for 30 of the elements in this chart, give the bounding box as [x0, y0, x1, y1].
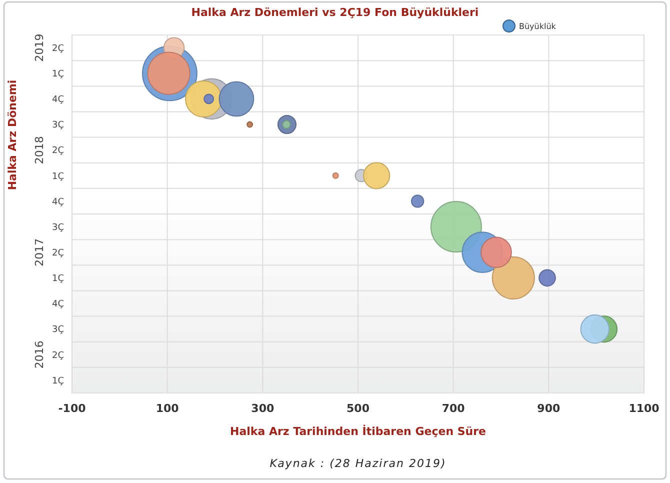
- y-tick-label: 3Ç: [52, 120, 64, 131]
- y-tick-label: 4Ç: [52, 95, 64, 106]
- y-axis-title: Halka Arz Dönemi: [6, 80, 19, 190]
- chart-title: Halka Arz Dönemleri vs 2Ç19 Fon Büyüklükleri: [191, 6, 479, 19]
- y-tick-label: 2Ç: [52, 146, 64, 156]
- y-tick-label: 3Ç: [52, 325, 64, 336]
- y2-tick-label: 2019: [32, 34, 46, 62]
- x-tick-label: 1100: [628, 402, 660, 415]
- x-tick-label: 900: [537, 402, 560, 415]
- text: Büyüklük: [519, 22, 556, 31]
- y-tick-label: 1Ç: [52, 172, 64, 182]
- y-tick-label: 4Ç: [52, 300, 64, 310]
- y2-tick-label: 2018: [32, 136, 46, 164]
- y2-tick-label: 2017: [32, 238, 46, 266]
- y-tick-label: 4Ç: [52, 197, 64, 208]
- x-tick-label: 500: [346, 402, 370, 415]
- x-tick-label: 100: [156, 402, 180, 415]
- y-tick-label: 3Ç: [52, 222, 64, 233]
- x-axis-title: Halka Arz Tarihinden İtibaren Geçen Süre: [230, 424, 486, 438]
- x-tick-label: 700: [442, 402, 466, 415]
- y2-tick-label: 2016: [32, 340, 46, 369]
- x-tick-label: 300: [251, 402, 274, 415]
- y-tick-label: 1Ç: [52, 70, 64, 80]
- x-tick-label: -100: [58, 402, 86, 415]
- y-tick-label: 2Ç: [52, 248, 64, 259]
- y-tick-label: 1Ç: [52, 274, 64, 284]
- y-tick-label: 2Ç: [52, 44, 64, 54]
- text: Kaynak : (28 Haziran 2019): [270, 457, 446, 470]
- y-tick-label: 1Ç: [52, 376, 64, 386]
- y-tick-label: 2Ç: [52, 350, 64, 361]
